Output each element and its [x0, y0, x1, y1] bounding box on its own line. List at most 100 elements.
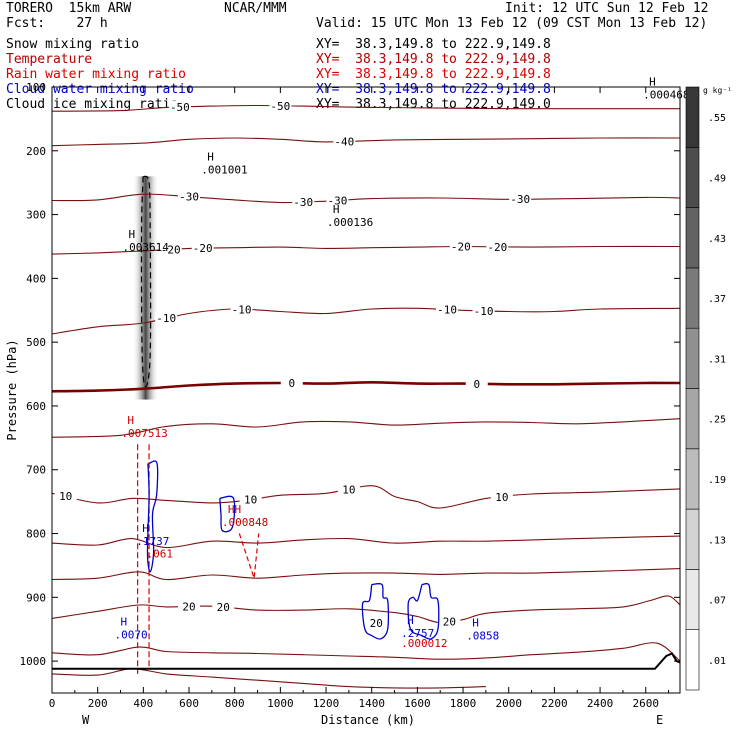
extremum-marker: H [333, 203, 340, 216]
temperature-contour-label: 20 [443, 616, 456, 629]
y-tick-label: 400 [26, 272, 46, 285]
x-tick-label: 800 [225, 697, 245, 710]
extremum-marker: H [121, 616, 128, 629]
temperature-contour-label: -20 [451, 241, 471, 254]
y-tick-label: 200 [26, 145, 46, 158]
temperature-contour [52, 596, 680, 623]
temperature-contour-label: 0 [288, 377, 295, 390]
x-tick-label: 200 [88, 697, 108, 710]
x-tick-label: 2000 [495, 697, 522, 710]
colorbar-tick-label: .43 [708, 234, 726, 245]
colorbar-tick-label: .13 [708, 535, 726, 546]
x-tick-label: 2200 [541, 697, 568, 710]
rain-water-contour [239, 534, 258, 579]
extremum-marker: HH [228, 503, 241, 516]
colorbar-segment [686, 208, 699, 268]
extremum-marker: H [649, 75, 656, 88]
colorbar-tick-label: .07 [708, 596, 726, 607]
temperature-contour-label: -30 [179, 191, 199, 204]
extremum-marker: H [207, 151, 214, 164]
colorbar-segment [686, 268, 699, 328]
temperature-contour-label: -10 [156, 312, 176, 325]
temperature-contour [52, 643, 680, 661]
colorbar-tick-label: .19 [708, 475, 726, 486]
temperature-contour-label: 10 [59, 490, 72, 503]
extremum-marker: H [127, 414, 134, 427]
cross-section-chart: -50 -50-40-30 -30 -30 -30-20 -20 -20 -20-10-10-… [0, 0, 740, 740]
colorbar-tick-label: .55 [708, 113, 726, 124]
y-axis-label: Pressure (hPa) [5, 339, 19, 440]
x-tick-label: 600 [179, 697, 199, 710]
colorbar-segment [686, 147, 699, 207]
x-tick-label: 2600 [632, 697, 659, 710]
colorbar-tick-label: .25 [708, 415, 726, 426]
temperature-contour [52, 106, 680, 112]
temperature-contour-label: -30 [510, 193, 530, 206]
temperature-contour-label: -10 [437, 304, 457, 317]
colorbar-segment [686, 509, 699, 569]
west-label: W [82, 713, 90, 727]
temperature-contour-label: -50 [270, 100, 290, 113]
colorbar-segment [686, 449, 699, 509]
temperature-contour-label: -10 [232, 303, 252, 316]
terrain-line [52, 654, 680, 669]
temperature-contour-label: 10 [342, 484, 355, 497]
temperature-contour [52, 669, 486, 688]
colorbar-tick-label: .31 [708, 354, 726, 365]
temperature-contour-label: -50 [170, 101, 190, 114]
colorbar-segment [686, 389, 699, 449]
extremum-value: .000848 [222, 516, 268, 529]
extremum-marker: H [407, 614, 414, 627]
x-tick-label: 1800 [450, 697, 477, 710]
x-axis-label: Distance (km) [321, 713, 415, 727]
colorbar-segment [686, 569, 699, 629]
colorbar-segment [686, 630, 699, 690]
x-tick-label: 1600 [404, 697, 431, 710]
x-tick-label: 0 [49, 697, 56, 710]
extremum-value: .001001 [201, 164, 247, 177]
temperature-contour [52, 138, 680, 146]
colorbar-tick-label: .01 [708, 656, 726, 667]
temperature-contour-label: 20 [217, 601, 230, 614]
colorbar-tick-label: .37 [708, 294, 726, 305]
contour-label: 20 [370, 617, 383, 630]
temperature-contour [52, 569, 680, 580]
y-tick-label: 800 [26, 528, 46, 541]
extremum-value: .061 [146, 548, 173, 561]
y-tick-label: 1000 [20, 655, 47, 668]
y-tick-label: 600 [26, 400, 46, 413]
extremum-value: .007513 [121, 427, 167, 440]
temperature-contour-label: -20 [487, 241, 507, 254]
temperature-contour-label: -10 [474, 305, 494, 318]
colorbar-segment [686, 87, 699, 147]
extremum-value: .000136 [327, 216, 373, 229]
temperature-contour-label: -40 [334, 135, 354, 148]
extremum-marker: H [129, 228, 136, 241]
temperature-contour-label: 10 [495, 491, 508, 504]
y-tick-label: 500 [26, 336, 46, 349]
temperature-contour-label: -30 [293, 196, 313, 209]
colorbar-segment [686, 328, 699, 388]
y-tick-label: 300 [26, 209, 46, 222]
extremum-value: .0070 [115, 629, 148, 642]
temperature-contour [52, 486, 680, 508]
extremum-marker: H [472, 616, 479, 629]
x-tick-label: 1200 [313, 697, 340, 710]
extremum-value: .000468 [643, 88, 689, 101]
x-tick-label: 1400 [358, 697, 385, 710]
temperature-contour-label: 10 [244, 494, 257, 507]
colorbar-tick-label: .49 [708, 173, 726, 184]
y-tick-label: 700 [26, 464, 46, 477]
temperature-contour-label: 20 [182, 601, 195, 614]
extremum-value: .000012 [401, 637, 447, 650]
y-tick-label: 900 [26, 591, 46, 604]
extremum-value: .003614 [123, 241, 170, 254]
extremum-value: .1737 [136, 535, 169, 548]
snow-mixing-ratio-shading [133, 176, 159, 399]
temperature-contour-label: -20 [193, 242, 213, 255]
x-tick-label: 400 [133, 697, 153, 710]
x-tick-label: 2400 [587, 697, 614, 710]
colorbar-unit: g kg⁻¹ [703, 86, 732, 95]
east-label: E [656, 713, 663, 727]
x-tick-label: 1000 [267, 697, 294, 710]
